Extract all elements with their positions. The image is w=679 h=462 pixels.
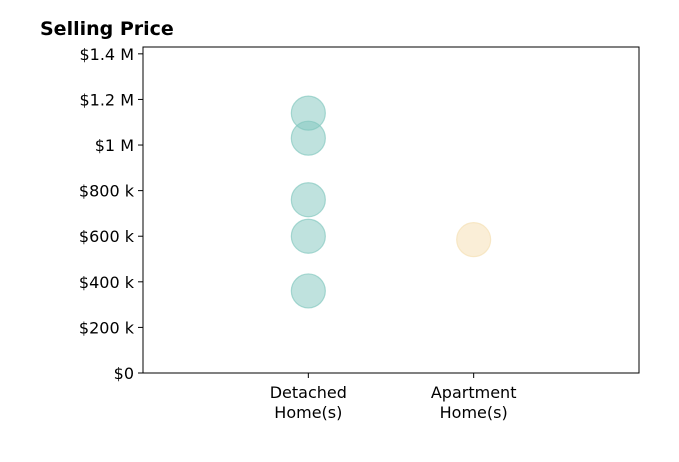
plot-frame: [142, 46, 640, 374]
y-tick-label: $1.2 M: [79, 90, 134, 109]
y-tick-label: $1 M: [95, 136, 134, 155]
x-axis: Detached Home(s)Apartment Home(s): [270, 373, 517, 422]
x-tick-label-line: Apartment: [431, 383, 517, 402]
chart-title: Selling Price: [40, 18, 174, 40]
y-tick-label: $600 k: [79, 227, 135, 246]
y-tick-label: $0: [114, 364, 134, 383]
data-point: [290, 182, 326, 218]
y-tick-label: $200 k: [79, 318, 135, 337]
y-tick-label: $800 k: [79, 182, 135, 201]
x-tick-label: Apartment Home(s): [431, 383, 517, 422]
data-points: [290, 95, 492, 309]
data-point: [290, 218, 326, 254]
y-axis: $0 $200 k $400 k $600 k $800 k $1 M $1.2 M $1.4…: [79, 45, 143, 383]
x-tick-label: Detached Home(s): [270, 383, 347, 422]
x-tick-label-line: Detached: [270, 383, 347, 402]
y-tick-label: $400 k: [79, 273, 135, 292]
data-point: [290, 95, 326, 131]
y-tick-label: $1.4 M: [79, 45, 134, 64]
x-tick-label-line: Home(s): [274, 403, 342, 422]
x-tick-label-line: Home(s): [440, 403, 508, 422]
data-point: [290, 273, 326, 309]
data-point: [456, 222, 492, 258]
